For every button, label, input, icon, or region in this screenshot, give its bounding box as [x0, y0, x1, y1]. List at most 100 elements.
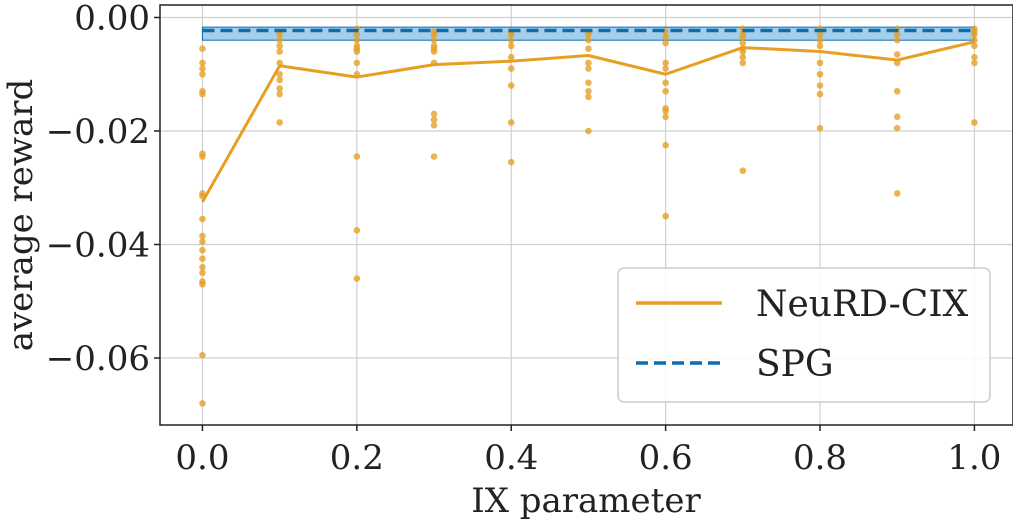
scatter-point — [353, 59, 361, 67]
legend: NeuRD-CIX SPG — [617, 267, 991, 403]
scatter-point — [816, 36, 824, 44]
scatter-point — [507, 31, 515, 38]
scatter-point — [430, 48, 438, 55]
scatter-point — [739, 53, 747, 61]
y-tick-label: −0.06 — [46, 339, 150, 379]
scatter-point — [276, 42, 283, 50]
scatter-point — [276, 85, 283, 92]
x-tick-label: 0.2 — [330, 438, 384, 478]
legend-label-neurd: NeuRD-CIX — [756, 284, 969, 325]
scatter-point — [276, 70, 283, 78]
scatter-point — [199, 90, 206, 98]
scatter-point — [816, 82, 824, 89]
scatter-point — [199, 269, 206, 277]
scatter-point — [585, 79, 592, 87]
scatter-point — [199, 280, 206, 288]
scatter-point — [585, 31, 592, 38]
scatter-point — [430, 36, 438, 44]
scatter-point — [430, 116, 438, 123]
scatter-point — [507, 119, 515, 126]
scatter-point — [893, 31, 901, 38]
x-tick-label: 1.0 — [947, 438, 1001, 478]
scatter-point — [585, 87, 592, 95]
scatter-point — [893, 113, 901, 121]
scatter-point — [353, 153, 361, 160]
scatter-point — [816, 31, 824, 38]
scatter-point — [199, 59, 206, 67]
scatter-point — [585, 93, 592, 101]
scatter-point — [662, 79, 669, 87]
scatter-point — [276, 90, 283, 98]
y-tick-label: −0.02 — [46, 112, 150, 152]
scatter-point — [353, 31, 361, 38]
x-tick-label: 0.4 — [484, 438, 538, 478]
scatter-point — [739, 39, 747, 47]
neurd-cix-line — [201, 40, 975, 203]
scatter-point — [662, 59, 669, 67]
x-axis-label: IX parameter — [471, 481, 701, 521]
scatter-point — [971, 31, 978, 38]
scatter-point — [507, 158, 515, 166]
scatter-point — [199, 70, 206, 78]
scatter-point — [662, 65, 669, 72]
scatter-point — [199, 232, 206, 240]
scatter-point — [816, 90, 824, 98]
scatter-point — [816, 124, 824, 132]
scatter-point — [816, 70, 824, 78]
scatter-point — [893, 36, 901, 44]
scatter-point — [662, 39, 669, 47]
scatter-point — [199, 45, 206, 53]
scatter-point — [199, 263, 206, 271]
x-tick-label: 0.6 — [639, 438, 693, 478]
line-layer — [201, 28, 975, 203]
scatter-point — [353, 275, 361, 282]
scatter-point — [971, 59, 978, 67]
x-tick-label: 0.8 — [793, 438, 847, 478]
scatter-point — [353, 48, 361, 55]
scatter-point — [353, 36, 361, 44]
scatter-point — [199, 215, 206, 223]
scatter-point — [662, 141, 669, 149]
scatter-point — [199, 255, 206, 263]
scatter-point — [430, 153, 438, 160]
scatter-point — [893, 51, 901, 58]
scatter-point — [199, 400, 206, 407]
scatter-point — [893, 87, 901, 95]
scatter-point — [199, 238, 206, 245]
scatter-point — [662, 113, 669, 121]
scatter-point — [430, 31, 438, 38]
scatter-point — [276, 76, 283, 84]
scatter-point — [507, 53, 515, 61]
scatter-point — [662, 87, 669, 95]
scatter-point — [507, 42, 515, 50]
scatter-point — [507, 65, 515, 72]
y-tick-label: 0.00 — [74, 0, 150, 38]
scatter-layer — [199, 25, 978, 407]
scatter-point — [739, 167, 747, 175]
scatter-point — [739, 34, 747, 41]
y-axis-label: average reward — [1, 79, 41, 352]
scatter-point — [662, 212, 669, 220]
scatter-point — [507, 36, 515, 44]
scatter-point — [585, 45, 592, 53]
scatter-point — [971, 53, 978, 61]
x-tick-label: 0.0 — [175, 438, 229, 478]
scatter-point — [276, 119, 283, 126]
scatter-point — [199, 246, 206, 254]
scatter-point — [585, 127, 592, 135]
scatter-point — [585, 59, 592, 67]
ticks: 0.0 0.2 0.4 0.6 0.8 1.0 0.00 −0.02 −0.04 −0.06 — [46, 0, 1002, 478]
scatter-point — [430, 110, 438, 118]
legend-label-spg: SPG — [756, 344, 834, 385]
scatter-point — [199, 65, 206, 72]
scatter-point — [276, 31, 283, 38]
scatter-point — [662, 107, 669, 115]
scatter-point — [893, 190, 901, 197]
scatter-point — [276, 48, 283, 55]
scatter-point — [585, 65, 592, 72]
scatter-point — [971, 42, 978, 50]
scatter-point — [971, 119, 978, 126]
scatter-point — [199, 153, 206, 160]
scatter-point — [816, 59, 824, 67]
